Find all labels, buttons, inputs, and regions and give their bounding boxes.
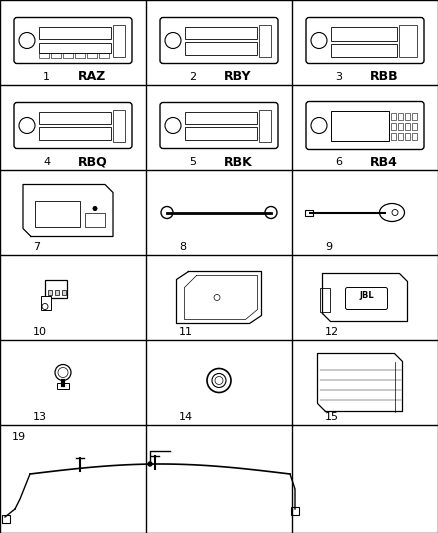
- Circle shape: [212, 374, 226, 387]
- Bar: [185, 27, 257, 38]
- Polygon shape: [177, 271, 261, 324]
- Circle shape: [215, 376, 223, 384]
- Bar: [87, 52, 97, 58]
- Text: 1: 1: [43, 72, 50, 82]
- Bar: [391, 133, 396, 140]
- Text: 11: 11: [179, 327, 193, 337]
- Circle shape: [93, 207, 96, 210]
- Bar: [398, 123, 403, 130]
- Circle shape: [93, 207, 96, 210]
- Bar: [319, 287, 329, 311]
- Text: JBL: JBL: [360, 291, 374, 300]
- Text: 15: 15: [325, 412, 339, 422]
- Bar: [412, 123, 417, 130]
- Bar: [305, 209, 313, 215]
- Bar: [39, 52, 49, 58]
- Bar: [85, 213, 105, 227]
- Circle shape: [93, 207, 96, 210]
- Circle shape: [58, 367, 68, 377]
- Text: 3: 3: [335, 72, 342, 82]
- Bar: [259, 25, 271, 56]
- Bar: [99, 52, 109, 58]
- Bar: [113, 109, 125, 141]
- Text: RB4: RB4: [370, 156, 398, 168]
- Bar: [63, 52, 73, 58]
- Polygon shape: [23, 184, 113, 237]
- Text: 19: 19: [12, 432, 26, 442]
- Bar: [185, 126, 257, 140]
- Text: 7: 7: [33, 242, 40, 252]
- Bar: [113, 25, 125, 56]
- Text: RBB: RBB: [370, 70, 399, 84]
- Text: RAZ: RAZ: [78, 70, 106, 84]
- Bar: [412, 133, 417, 140]
- Bar: [259, 109, 271, 141]
- Bar: [45, 279, 67, 297]
- Bar: [39, 126, 111, 140]
- Bar: [391, 112, 396, 119]
- FancyBboxPatch shape: [160, 102, 278, 149]
- FancyBboxPatch shape: [14, 18, 132, 63]
- Bar: [185, 111, 257, 124]
- Circle shape: [55, 365, 71, 381]
- FancyBboxPatch shape: [306, 101, 424, 149]
- FancyBboxPatch shape: [14, 102, 132, 149]
- Text: RBK: RBK: [224, 156, 253, 168]
- Bar: [62, 289, 66, 295]
- Bar: [398, 133, 403, 140]
- Text: 12: 12: [325, 327, 339, 337]
- Bar: [405, 112, 410, 119]
- Bar: [399, 25, 417, 56]
- Bar: [55, 289, 59, 295]
- Bar: [2, 515, 10, 523]
- Bar: [39, 43, 111, 52]
- Bar: [331, 44, 397, 56]
- Bar: [331, 110, 389, 141]
- Text: 14: 14: [179, 412, 193, 422]
- Polygon shape: [318, 353, 403, 411]
- Circle shape: [93, 207, 96, 210]
- Bar: [39, 111, 111, 124]
- Bar: [185, 42, 257, 54]
- Bar: [291, 507, 299, 515]
- Text: 13: 13: [33, 412, 47, 422]
- Bar: [51, 52, 61, 58]
- Bar: [405, 133, 410, 140]
- Bar: [39, 27, 111, 38]
- Circle shape: [392, 209, 398, 215]
- Bar: [412, 112, 417, 119]
- FancyBboxPatch shape: [306, 18, 424, 63]
- Bar: [331, 27, 397, 41]
- Bar: [391, 123, 396, 130]
- Bar: [48, 289, 52, 295]
- Circle shape: [148, 462, 152, 466]
- Ellipse shape: [379, 204, 405, 222]
- Bar: [57, 383, 69, 389]
- Bar: [41, 295, 51, 310]
- Polygon shape: [322, 273, 407, 321]
- Text: 10: 10: [33, 327, 47, 337]
- Text: 9: 9: [325, 242, 332, 252]
- Bar: [405, 123, 410, 130]
- Text: RBQ: RBQ: [78, 156, 108, 168]
- Text: RBY: RBY: [224, 70, 251, 84]
- Text: 5: 5: [189, 157, 196, 167]
- Text: 6: 6: [335, 157, 342, 167]
- FancyBboxPatch shape: [346, 287, 388, 310]
- Circle shape: [207, 368, 231, 392]
- Bar: [75, 52, 85, 58]
- Text: 8: 8: [179, 242, 186, 252]
- Bar: [398, 112, 403, 119]
- FancyBboxPatch shape: [160, 18, 278, 63]
- Text: 2: 2: [189, 72, 196, 82]
- Text: 4: 4: [43, 157, 50, 167]
- Bar: [35, 200, 80, 227]
